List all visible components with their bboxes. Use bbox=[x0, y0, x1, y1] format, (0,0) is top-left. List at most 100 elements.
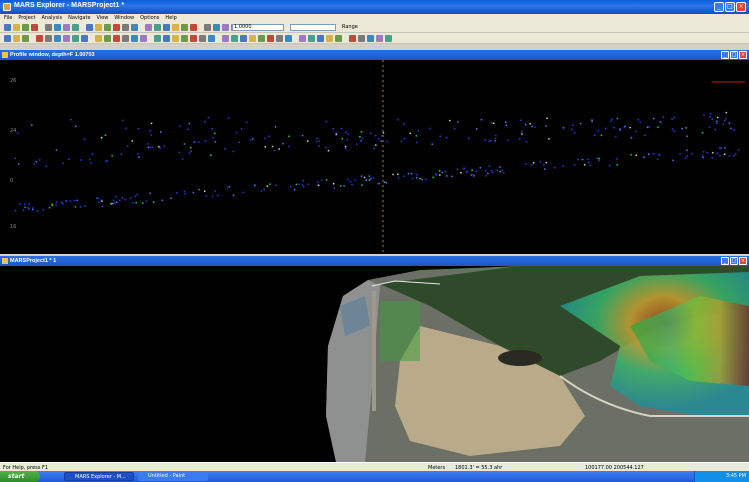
map-window-titlebar[interactable]: MARSProject1 * 1 _ □ × bbox=[0, 256, 749, 266]
toolbar-button-icon[interactable] bbox=[349, 35, 356, 42]
profile-window-titlebar[interactable]: Profile window, depth=F 1.00703 _ □ × bbox=[0, 50, 749, 60]
toolbar-button-icon[interactable] bbox=[326, 35, 333, 42]
menu-project[interactable]: Project bbox=[18, 15, 36, 21]
toolbar-button-icon[interactable] bbox=[222, 35, 229, 42]
start-button[interactable]: start bbox=[0, 471, 40, 482]
toolbar-button-icon[interactable] bbox=[190, 24, 197, 31]
toolbar-button-icon[interactable] bbox=[231, 35, 238, 42]
toolbar-button-icon[interactable] bbox=[54, 24, 61, 31]
toolbar-button-icon[interactable] bbox=[86, 24, 93, 31]
toolbar-button-icon[interactable] bbox=[172, 24, 179, 31]
toolbar-button-icon[interactable] bbox=[308, 35, 315, 42]
toolbar-button-icon[interactable] bbox=[54, 35, 61, 42]
maximize-button[interactable]: □ bbox=[725, 2, 735, 12]
toolbar-button-icon[interactable] bbox=[36, 35, 43, 42]
toolbar-button-icon[interactable] bbox=[213, 24, 220, 31]
toolbar-button-icon[interactable] bbox=[181, 35, 188, 42]
toolbar-button-icon[interactable] bbox=[113, 24, 120, 31]
toolbar-button-icon[interactable] bbox=[163, 35, 170, 42]
toolbar-button-icon[interactable] bbox=[208, 35, 215, 42]
toolbar-button-icon[interactable] bbox=[22, 24, 29, 31]
zoom-field[interactable]: 1.0000 bbox=[232, 24, 284, 31]
menu-analysis[interactable]: Analysis bbox=[41, 15, 63, 21]
toolbar-button-icon[interactable] bbox=[122, 35, 129, 42]
toolbar-button-icon[interactable] bbox=[13, 24, 20, 31]
profile-point bbox=[644, 134, 646, 137]
toolbar-button-icon[interactable] bbox=[63, 35, 70, 42]
toolbar-button-icon[interactable] bbox=[285, 35, 292, 42]
toolbar-button-icon[interactable] bbox=[31, 24, 38, 31]
toolbar-button-icon[interactable] bbox=[317, 35, 324, 42]
toolbar-button-icon[interactable] bbox=[131, 35, 138, 42]
profile-plot[interactable]: 26 24 0 16 bbox=[0, 60, 749, 254]
profile-maximize-button[interactable]: □ bbox=[730, 51, 738, 59]
profile-point bbox=[211, 195, 214, 198]
menu-help[interactable]: Help bbox=[165, 15, 177, 21]
toolbar-button-icon[interactable] bbox=[72, 35, 79, 42]
toolbar-button-icon[interactable] bbox=[113, 35, 120, 42]
toolbar-button-icon[interactable] bbox=[258, 35, 265, 42]
toolbar-button-icon[interactable] bbox=[376, 35, 383, 42]
profile-close-button[interactable]: × bbox=[739, 51, 747, 59]
toolbar-button-icon[interactable] bbox=[72, 24, 79, 31]
toolbar-button-icon[interactable] bbox=[145, 24, 152, 31]
toolbar-button-icon[interactable] bbox=[95, 24, 102, 31]
toolbar-button-icon[interactable] bbox=[22, 35, 29, 42]
toolbar-button-icon[interactable] bbox=[240, 35, 247, 42]
toolbar-button-icon[interactable] bbox=[45, 24, 52, 31]
window-titlebar[interactable]: MARS Explorer - MARSProject1 * _ □ × bbox=[0, 0, 749, 14]
toolbar-button-icon[interactable] bbox=[95, 35, 102, 42]
toolbar-button-icon[interactable] bbox=[63, 24, 70, 31]
menu-file[interactable]: File bbox=[4, 15, 13, 21]
taskbar-item-paint[interactable]: Untitled - Paint bbox=[138, 472, 208, 481]
toolbar-button-icon[interactable] bbox=[154, 24, 161, 31]
toolbar-button-icon[interactable] bbox=[385, 35, 392, 42]
toolbar-button-icon[interactable] bbox=[81, 35, 88, 42]
toolbar-button-icon[interactable] bbox=[122, 24, 129, 31]
toolbar-button-icon[interactable] bbox=[163, 24, 170, 31]
profile-point bbox=[317, 184, 320, 187]
map-maximize-button[interactable]: □ bbox=[730, 257, 738, 265]
taskbar-item-mars[interactable]: MARS Explorer - M... bbox=[64, 472, 134, 481]
toolbar-button-icon[interactable] bbox=[131, 24, 138, 31]
close-button[interactable]: × bbox=[736, 2, 746, 12]
toolbar-button-icon[interactable] bbox=[172, 35, 179, 42]
toolbar-button-icon[interactable] bbox=[335, 35, 342, 42]
toolbar-button-icon[interactable] bbox=[367, 35, 374, 42]
map-close-button[interactable]: × bbox=[739, 257, 747, 265]
toolbar-button-icon[interactable] bbox=[45, 35, 52, 42]
toolbar-button-icon[interactable] bbox=[299, 35, 306, 42]
profile-canvas[interactable]: 26 24 0 16 bbox=[0, 60, 749, 254]
range-field[interactable] bbox=[290, 24, 336, 31]
map-canvas[interactable] bbox=[0, 266, 749, 462]
profile-point bbox=[472, 175, 475, 178]
profile-minimize-button[interactable]: _ bbox=[721, 51, 729, 59]
menu-options[interactable]: Options bbox=[140, 15, 160, 21]
toolbar-button-icon[interactable] bbox=[104, 24, 111, 31]
toolbar-button-icon[interactable] bbox=[249, 35, 256, 42]
toolbar-button-icon[interactable] bbox=[13, 35, 20, 42]
menu-view[interactable]: View bbox=[96, 15, 109, 21]
toolbar-button-icon[interactable] bbox=[181, 24, 188, 31]
menu-window[interactable]: Window bbox=[114, 15, 135, 21]
toolbar-button-icon[interactable] bbox=[154, 35, 161, 42]
toolbar-button-icon[interactable] bbox=[267, 35, 274, 42]
map-minimize-button[interactable]: _ bbox=[721, 257, 729, 265]
toolbar-button-icon[interactable] bbox=[276, 35, 283, 42]
toolbar-button-icon[interactable] bbox=[190, 35, 197, 42]
toolbar-button-icon[interactable] bbox=[140, 35, 147, 42]
profile-point bbox=[659, 154, 661, 156]
toolbar-button-icon[interactable] bbox=[104, 35, 111, 42]
map-view[interactable] bbox=[0, 266, 749, 462]
menu-navigate[interactable]: Navigate bbox=[68, 15, 91, 21]
profile-point bbox=[115, 196, 117, 198]
profile-point bbox=[32, 207, 34, 210]
toolbar-button-icon[interactable] bbox=[4, 24, 11, 31]
toolbar-button-icon[interactable] bbox=[4, 35, 11, 42]
minimize-button[interactable]: _ bbox=[714, 2, 724, 12]
toolbar-button-icon[interactable] bbox=[358, 35, 365, 42]
toolbar-button-icon[interactable] bbox=[199, 35, 206, 42]
toolbar-button-icon[interactable] bbox=[204, 24, 211, 31]
profile-point bbox=[439, 135, 442, 138]
toolbar-button-icon[interactable] bbox=[222, 24, 229, 31]
